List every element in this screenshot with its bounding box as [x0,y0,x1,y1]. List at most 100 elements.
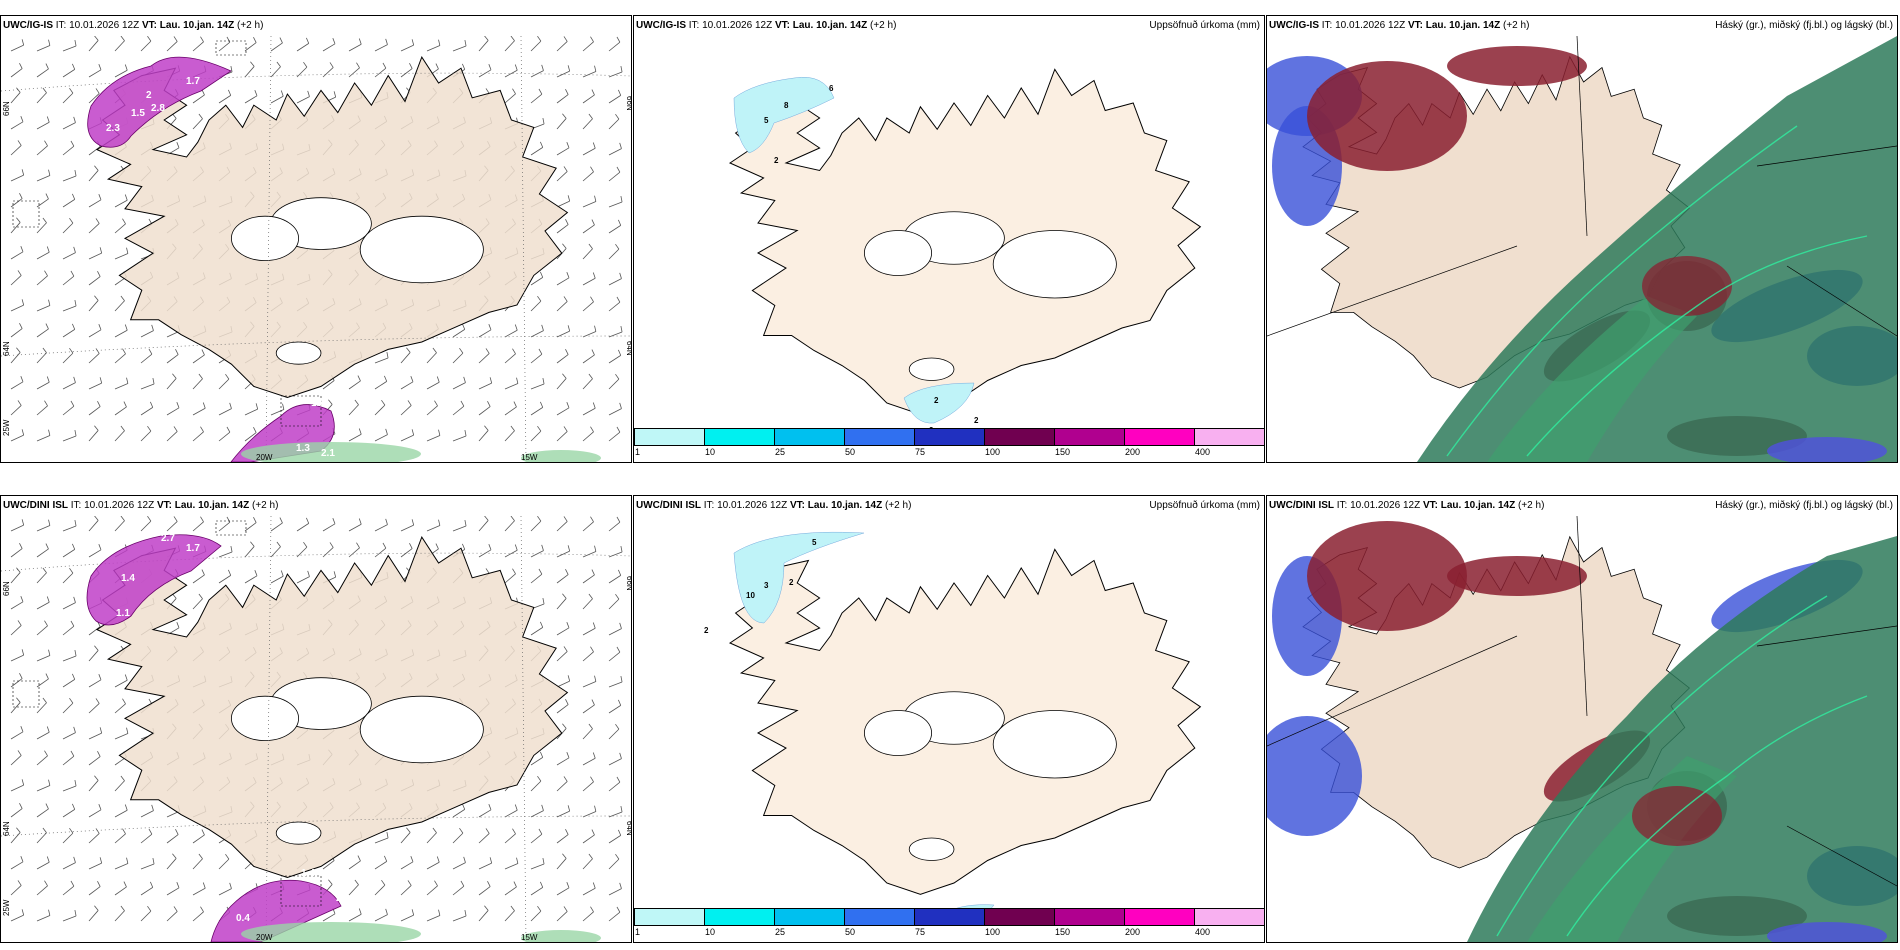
lon-label: 25W [2,899,11,916]
colorbar-swatch [704,908,775,926]
wind-panel-bottom: UWC/DINI ISL IT: 10.01.2026 12Z VT: Lau.… [0,495,632,943]
lat-label: 64N [2,341,11,356]
colorbar-tick: 10 [705,927,715,937]
precip-value-label: 5 [764,116,769,125]
colorbar-swatch [704,428,775,446]
precip-panel-bottom: UWC/DINI ISL IT: 10.01.2026 12Z VT: Lau.… [633,495,1265,943]
precip-value-label: 2 [704,626,709,635]
precip-panel-top: UWC/IG-IS IT: 10.01.2026 12Z VT: Lau. 10… [633,15,1265,463]
precip-map: 5 3 10 2 2 [634,516,1264,942]
wind-value-label: 1.3 [296,443,310,454]
cloud-title: Háský (gr.), miðský (fj.bl.) og lágský (… [1715,20,1893,31]
lat-label: 66N [2,101,11,116]
wind-value-label: 1.7 [186,543,200,554]
colorbar-swatch [984,908,1055,926]
wind-value-label: 2.8 [151,103,165,114]
wind-value-label: 2.1 [336,893,350,904]
colorbar-tick: 1 [635,927,640,937]
lat-label-right: 64N [625,821,631,836]
lat-label-right: 64N [625,341,631,356]
precip-value-label: 2 [974,416,979,425]
wind-value-label: 0.4 [236,913,250,924]
precip-value-label: 2 [789,578,794,587]
panel-title: UWC/IG-IS IT: 10.01.2026 12Z VT: Lau. 10… [3,20,263,31]
colorbar-tick: 200 [1125,447,1140,457]
wind-map: 2 2.8 1.7 2.3 1.5 1.0 1.3 1.1 2.1 66N 64N 66N 64N 25W… [1,36,631,462]
wind-value-label: 1.4 [121,573,135,584]
precip-map: 6852222 [634,36,1264,462]
colorbar-swatch [1054,428,1125,446]
colorbar-tick: 1 [635,447,640,457]
lon-label: 15W [521,453,538,462]
cloud-panel-top: UWC/IG-IS IT: 10.01.2026 12Z VT: Lau. 10… [1266,15,1898,463]
colorbar-swatch [1124,428,1195,446]
precip-colorbar: 1 10 25 50 75 100 150 200 400 [634,428,1264,462]
wind-value-label: 1.1 [336,423,350,434]
colorbar-tick: 25 [775,927,785,937]
lat-label: 66N [2,581,11,596]
precip-value-label: 6 [829,84,834,93]
wind-value-label: 2 [146,90,152,101]
cloud-map [1267,516,1897,942]
colorbar-tick: 50 [845,927,855,937]
panel-title: UWC/DINI ISL IT: 10.01.2026 12Z VT: Lau.… [3,500,278,511]
lon-label: 15W [521,933,538,942]
lat-label-right: 66N [625,96,631,111]
cloud-panel-bottom: UWC/DINI ISL IT: 10.01.2026 12Z VT: Lau.… [1266,495,1898,943]
colorbar-tick: 50 [845,447,855,457]
colorbar-swatch [1124,908,1195,926]
wind-value-label: 1.5 [131,108,145,119]
colorbar-swatch [634,428,705,446]
colorbar-swatch [844,908,915,926]
colorbar-swatch [1194,908,1265,926]
colorbar-tick: 75 [915,927,925,937]
colorbar-tick: 200 [1125,927,1140,937]
panel-title: UWC/DINI ISL IT: 10.01.2026 12Z VT: Lau.… [636,500,911,511]
colorbar-tick: 10 [705,447,715,457]
lon-label: 20W [256,933,273,942]
colorbar-tick: 150 [1055,927,1070,937]
colorbar-tick: 400 [1195,447,1210,457]
panel-title: UWC/DINI ISL IT: 10.01.2026 12Z VT: Lau.… [1269,500,1544,511]
wind-value-label: 2.3 [106,123,120,134]
panel-title: UWC/IG-IS IT: 10.01.2026 12Z VT: Lau. 10… [636,20,896,31]
colorbar-tick: 100 [985,927,1000,937]
wind-panel-top: UWC/IG-IS IT: 10.01.2026 12Z VT: Lau. 10… [0,15,632,463]
precip-title: Uppsöfnuð úrkoma (mm) [1149,500,1260,511]
wind-value-label: 2.7 [161,533,175,544]
colorbar-swatch [914,428,985,446]
precip-value-label: 8 [784,101,789,110]
lat-label: 64N [2,821,11,836]
colorbar-swatch [1194,428,1265,446]
colorbar-swatch [1054,908,1125,926]
precip-value-label: 10 [746,591,755,600]
colorbar-swatch [774,428,845,446]
colorbar-tick: 25 [775,447,785,457]
colorbar-swatch [984,428,1055,446]
colorbar-swatch [634,908,705,926]
precip-value-label: 2 [774,156,779,165]
wind-map: 2.7 1.4 1.7 1.4 2.1 0.4 1.1 66N 64N 66N 64N 25W 20W 1… [1,516,631,942]
wind-value-label: 1.4 [301,868,315,879]
lon-label: 20W [256,453,273,462]
colorbar-tick: 400 [1195,927,1210,937]
colorbar-tick: 150 [1055,447,1070,457]
precip-value-label: 3 [764,581,769,590]
wind-value-label: 1.1 [116,608,130,619]
wind-value-label: 1.7 [186,76,200,87]
colorbar-tick: 75 [915,447,925,457]
precip-title: Uppsöfnuð úrkoma (mm) [1149,20,1260,31]
colorbar-tick: 100 [985,447,1000,457]
cloud-map [1267,36,1897,462]
lat-label-right: 66N [625,576,631,591]
precip-colorbar: 1 10 25 50 75 100 150 200 400 [634,908,1264,942]
wind-value-label: 1.0 [311,398,325,409]
colorbar-swatch [844,428,915,446]
precip-value-label: 2 [934,396,939,405]
precip-value-label: 5 [812,538,817,547]
wind-value-label: 2.1 [321,448,335,459]
cloud-title: Háský (gr.), miðský (fj.bl.) og lágský (… [1715,500,1893,511]
colorbar-swatch [914,908,985,926]
colorbar-swatch [774,908,845,926]
panel-title: UWC/IG-IS IT: 10.01.2026 12Z VT: Lau. 10… [1269,20,1529,31]
